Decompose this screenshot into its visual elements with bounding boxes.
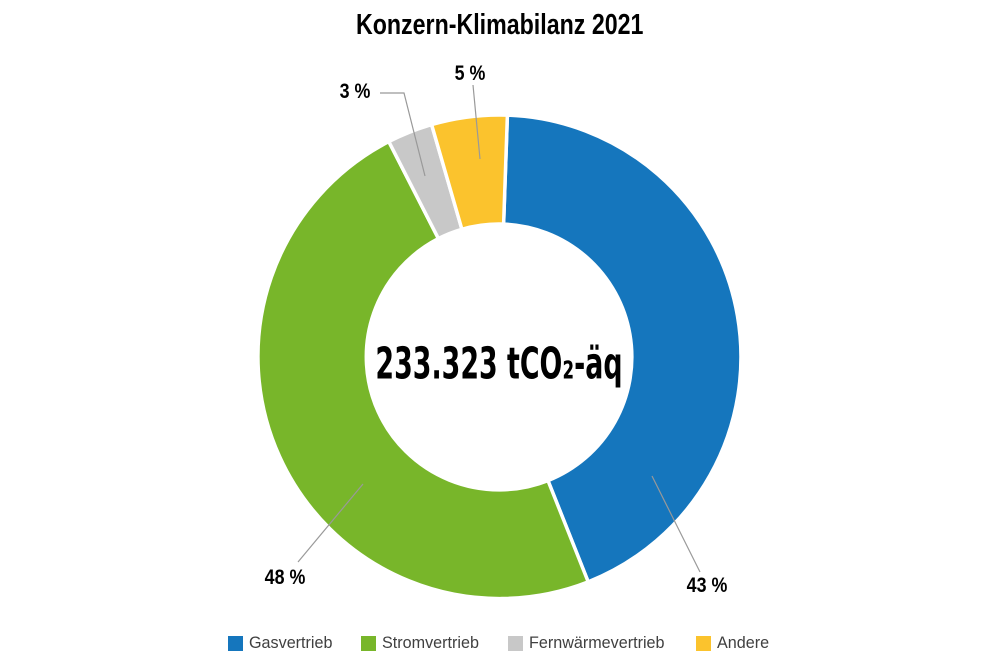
leader-line-andere — [472, 84, 481, 160]
legend: Gasvertrieb Stromvertrieb Fernwärmevertr… — [0, 633, 1000, 653]
slice-andere — [429, 113, 510, 232]
legend-item-gasvertrieb: Gasvertrieb — [228, 633, 337, 653]
chart-title: Konzern-Klimabilanz 2021 — [0, 9, 1000, 42]
legend-label-andere: Andere — [716, 633, 769, 652]
legend-item-fernwaermevertrieb: Fernwärmevertrieb — [508, 633, 672, 653]
legend-swatch-stromvertrieb — [361, 635, 377, 651]
chart-title-text: Konzern-Klimabilanz 2021 — [356, 9, 644, 41]
legend-label-fernwaermevertrieb: Fernwärmevertrieb — [529, 633, 665, 652]
legend-swatch-andere — [695, 635, 711, 651]
slice-label-gasvertrieb: 43 % — [686, 574, 728, 597]
donut-center-total: 233.323 tCO₂-äq — [375, 338, 623, 390]
legend-swatch-fernwaermevertrieb — [508, 635, 524, 651]
slice-gasvertrieb — [501, 113, 743, 584]
slice-label-andere: 5 % — [454, 62, 486, 85]
legend-item-andere: Andere — [695, 633, 772, 653]
slice-label-stromvertrieb: 48 % — [264, 566, 306, 589]
slice-stromvertrieb — [256, 139, 590, 601]
leader-line-stromvertrieb — [297, 483, 364, 563]
legend-swatch-gasvertrieb — [228, 635, 244, 651]
slice-label-fernwaermevertrieb: 3 % — [339, 80, 371, 103]
legend-label-stromvertrieb: Stromvertrieb — [382, 633, 480, 652]
legend-item-stromvertrieb: Stromvertrieb — [361, 633, 484, 653]
leader-line-gasvertrieb — [651, 475, 701, 573]
leader-line-fernwaermevertrieb — [380, 92, 426, 177]
legend-label-gasvertrieb: Gasvertrieb — [249, 633, 333, 652]
